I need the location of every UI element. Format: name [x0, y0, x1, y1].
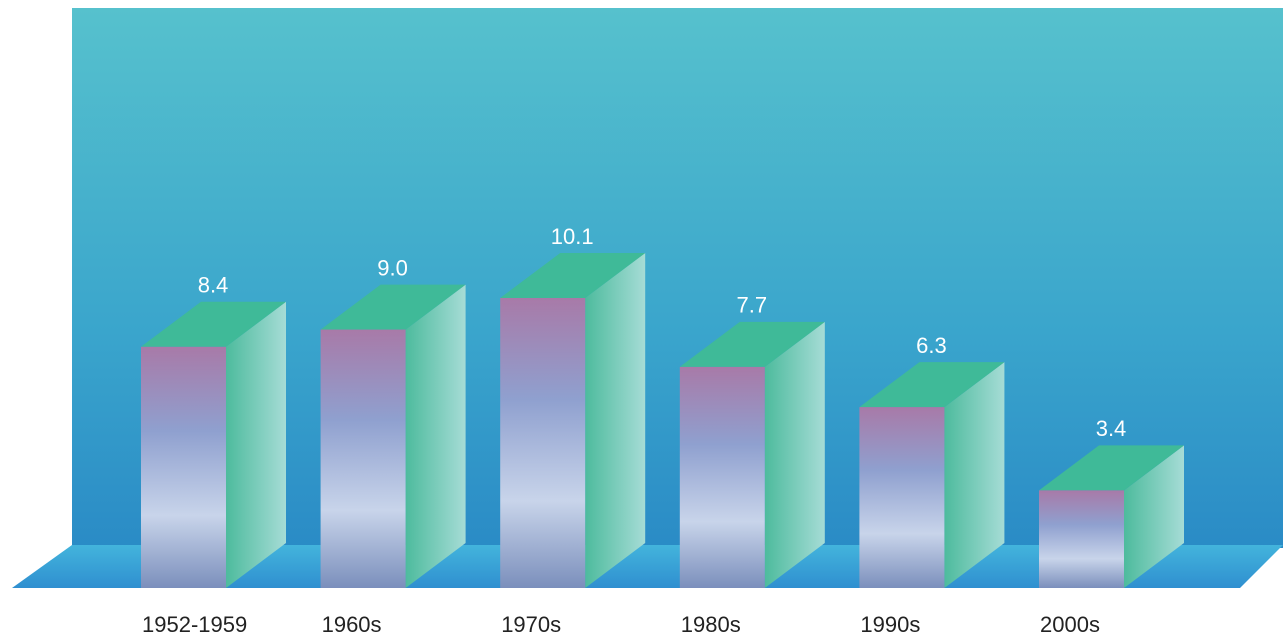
bar	[679, 366, 765, 588]
value-label: 6.3	[916, 333, 947, 358]
bar	[500, 298, 586, 588]
bar	[859, 407, 945, 588]
bar-top	[1039, 445, 1184, 491]
x-tick-label: 1980s	[681, 612, 741, 637]
bar-side	[585, 253, 646, 588]
bar	[320, 329, 406, 588]
x-tick-label: 1960s	[322, 612, 382, 637]
x-tick-label: 2000s	[1040, 612, 1100, 637]
bar-top	[500, 253, 646, 298]
bar-top	[859, 362, 1005, 408]
bar-side	[405, 284, 466, 588]
value-label: 10.1	[551, 224, 594, 249]
value-label: 8.4	[198, 273, 229, 298]
bar-top	[320, 284, 466, 330]
bar	[1039, 490, 1124, 588]
value-label: 9.0	[377, 255, 408, 280]
bar-top	[141, 301, 286, 347]
bar-side	[944, 362, 1005, 588]
bar-top	[679, 321, 825, 367]
bar-side	[1124, 445, 1184, 588]
bar	[141, 346, 226, 588]
bar-side	[764, 321, 825, 588]
value-label: 7.7	[737, 293, 768, 318]
bar-side	[226, 301, 286, 588]
x-tick-label: 1970s	[501, 612, 561, 637]
x-tick-label: 1990s	[860, 612, 920, 637]
x-tick-label: 1952-1959	[142, 612, 247, 637]
value-label: 3.4	[1096, 416, 1127, 441]
